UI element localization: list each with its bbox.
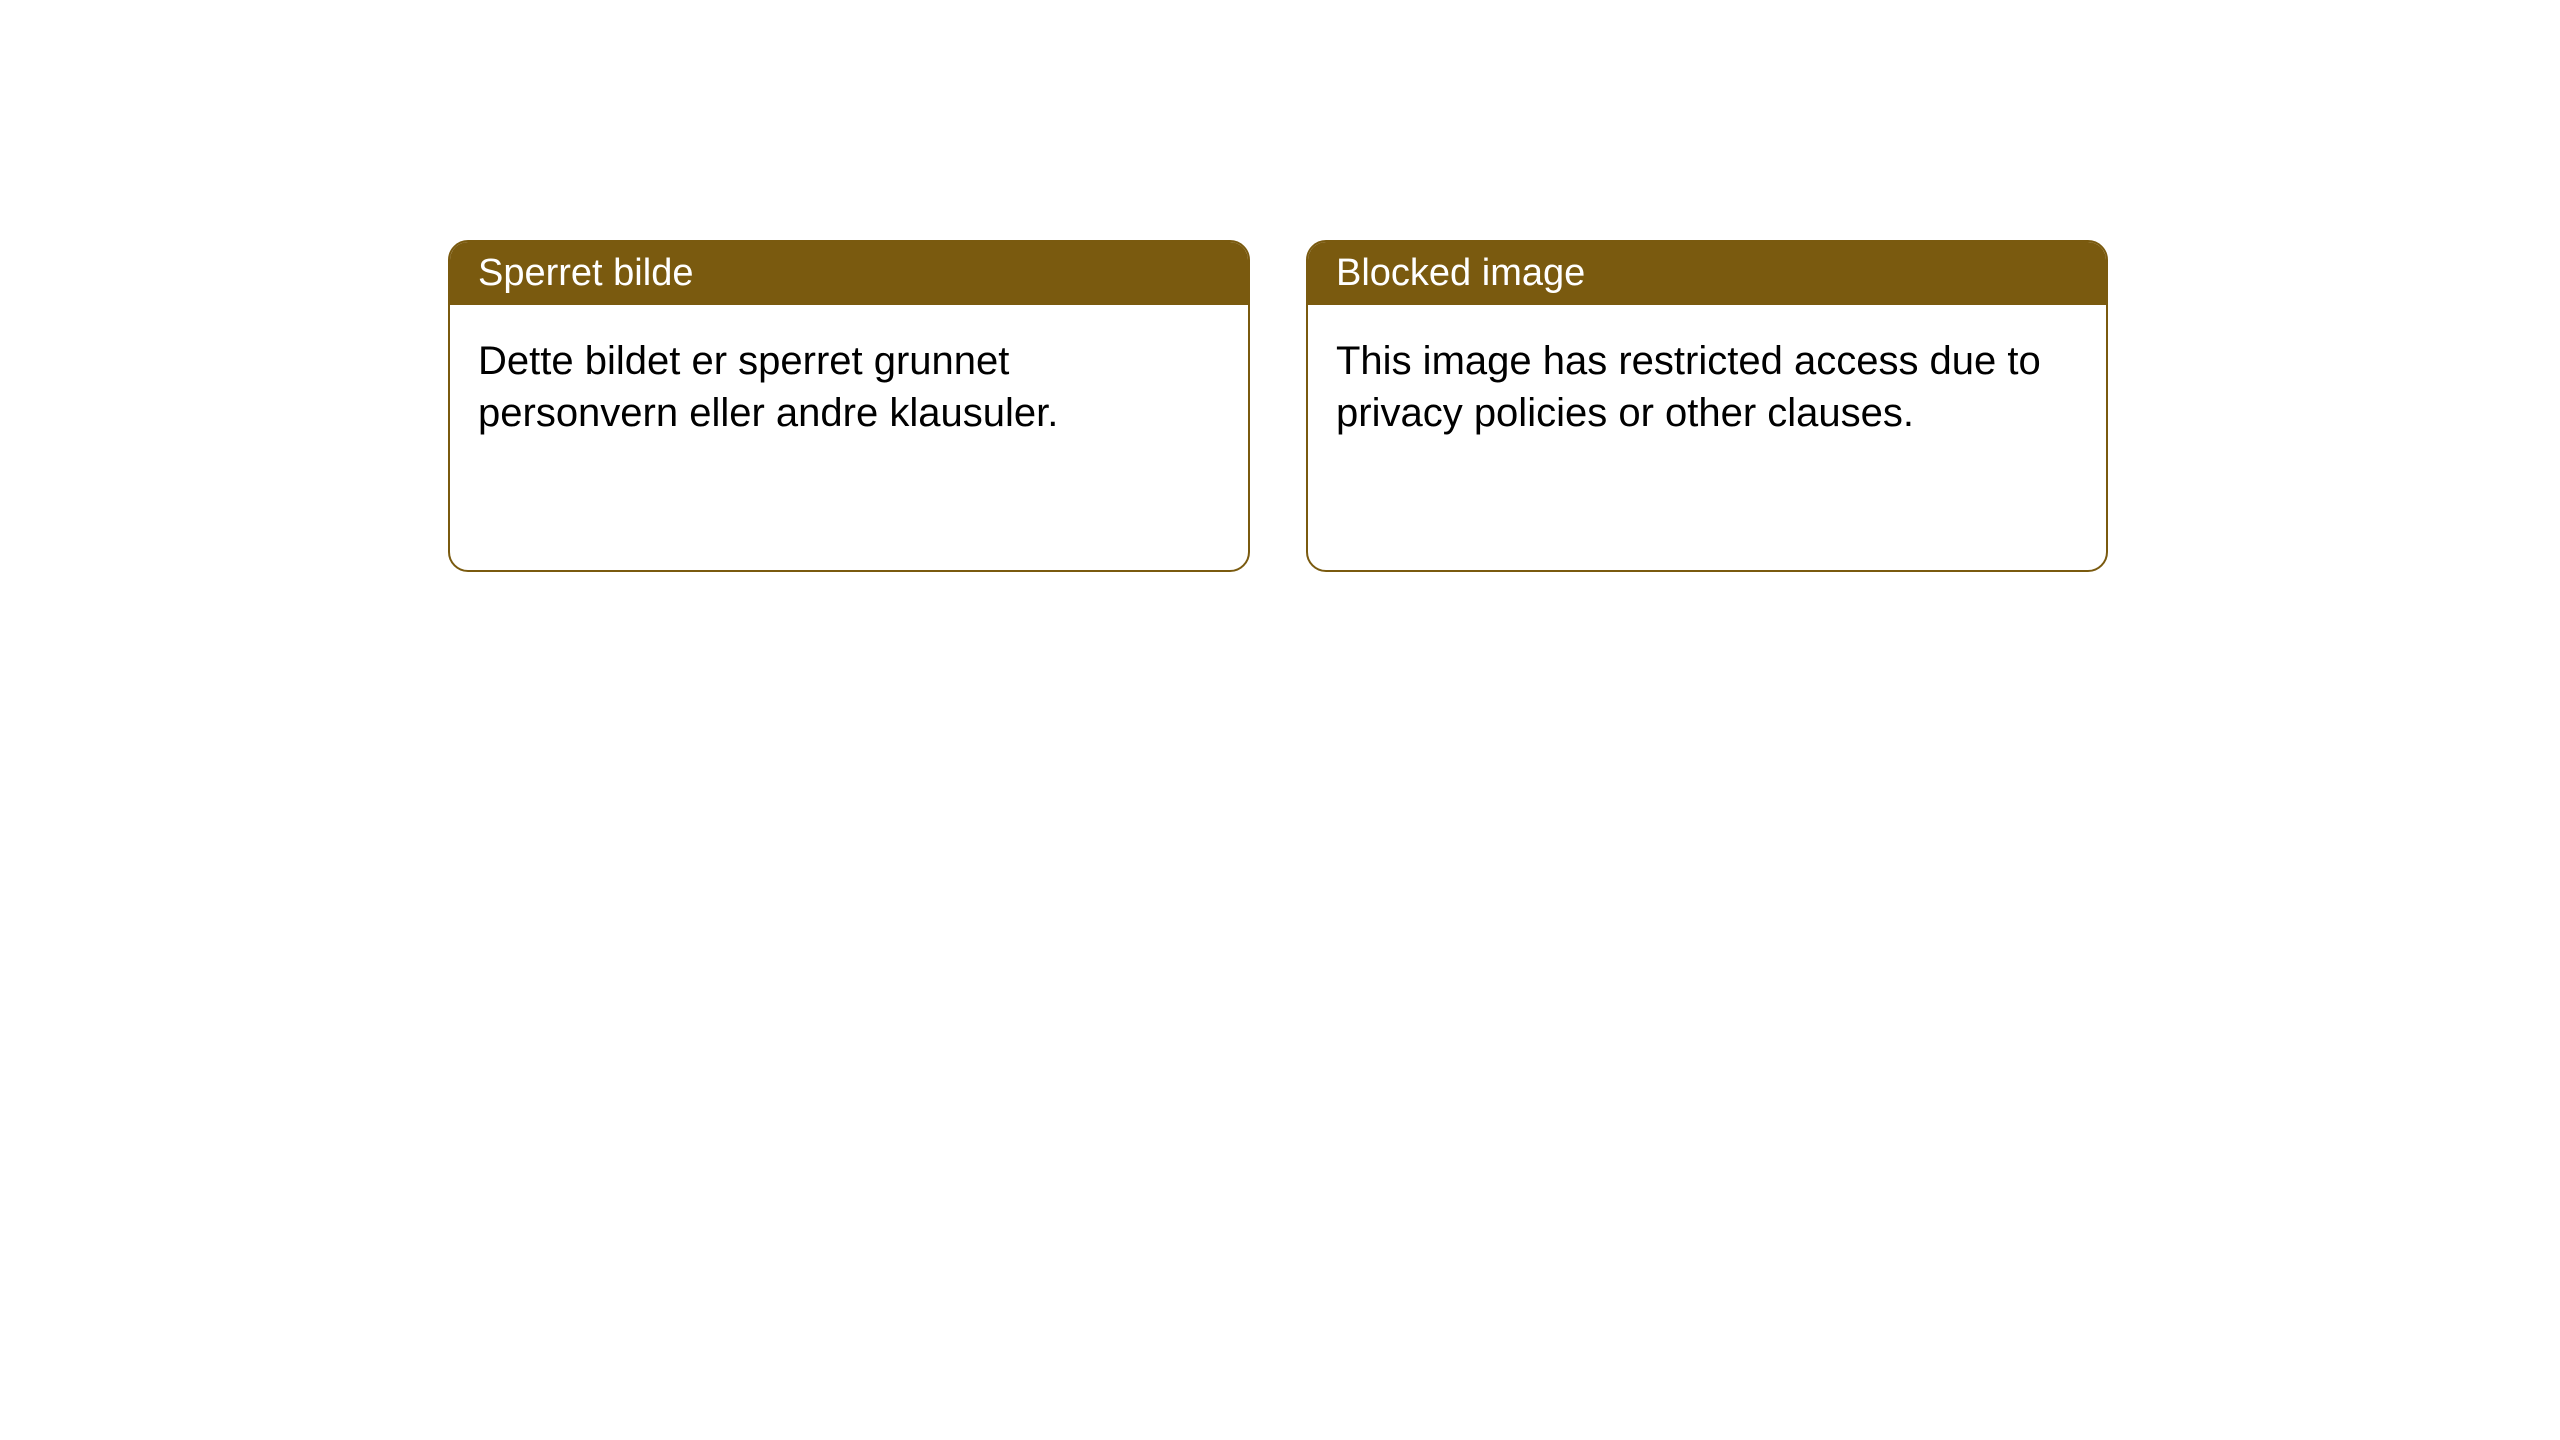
card-body: Dette bildet er sperret grunnet personve… [450,305,1248,469]
notice-card-norwegian: Sperret bilde Dette bildet er sperret gr… [448,240,1250,572]
card-header: Blocked image [1308,242,2106,305]
card-title: Sperret bilde [478,252,693,294]
notice-cards-container: Sperret bilde Dette bildet er sperret gr… [448,240,2108,572]
card-body-text: This image has restricted access due to … [1336,339,2041,435]
card-title: Blocked image [1336,252,1585,294]
card-header: Sperret bilde [450,242,1248,305]
card-body: This image has restricted access due to … [1308,305,2106,469]
notice-card-english: Blocked image This image has restricted … [1306,240,2108,572]
card-body-text: Dette bildet er sperret grunnet personve… [478,339,1058,435]
